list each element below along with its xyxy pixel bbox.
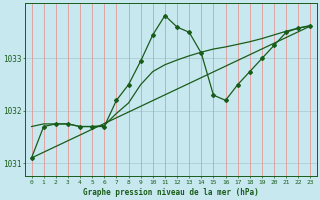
X-axis label: Graphe pression niveau de la mer (hPa): Graphe pression niveau de la mer (hPa) (83, 188, 259, 197)
